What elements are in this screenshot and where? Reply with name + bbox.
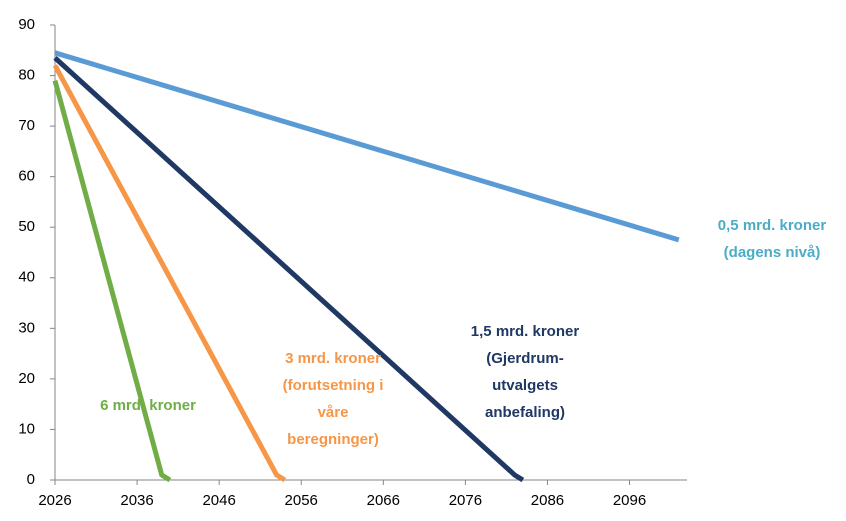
x-tick-label: 2036 — [120, 492, 153, 509]
x-tick-label: 2086 — [531, 492, 564, 509]
line-series — [52, 64, 287, 483]
x-tick-label: 2076 — [449, 492, 482, 509]
x-tick-label: 2056 — [285, 492, 318, 509]
series-label: anbefaling) — [485, 404, 565, 421]
line-series — [53, 56, 525, 483]
y-tick-label: 20 — [18, 370, 35, 387]
y-tick-label: 40 — [18, 269, 35, 286]
series-label: 1,5 mrd. kroner — [471, 323, 580, 340]
series-label: (dagens nivå) — [724, 244, 821, 261]
line-series — [52, 79, 172, 483]
series-label: 6 mrd. kroner — [100, 397, 196, 414]
series-label: (forutsetning i — [283, 377, 384, 394]
series-label: 3 mrd. kroner — [285, 350, 381, 367]
series-label: 0,5 mrd. kroner — [718, 217, 827, 234]
x-tick-label: 2026 — [38, 492, 71, 509]
y-tick-label: 70 — [18, 117, 35, 134]
y-tick-label: 10 — [18, 420, 35, 437]
y-tick-label: 80 — [18, 67, 35, 84]
y-tick-label: 0 — [27, 471, 35, 488]
y-tick-label: 50 — [18, 218, 35, 235]
series-label: våre — [318, 404, 349, 421]
x-tick-label: 2046 — [202, 492, 235, 509]
x-tick-label: 2096 — [613, 492, 646, 509]
y-tick-label: 30 — [18, 319, 35, 336]
y-tick-label: 90 — [18, 16, 35, 33]
series-label: (Gjerdrum- — [486, 350, 564, 367]
x-tick-label: 2066 — [367, 492, 400, 509]
series-label: utvalgets — [492, 377, 558, 394]
line-series — [54, 50, 680, 243]
y-tick-label: 60 — [18, 168, 35, 185]
series-label: beregninger) — [287, 431, 379, 448]
